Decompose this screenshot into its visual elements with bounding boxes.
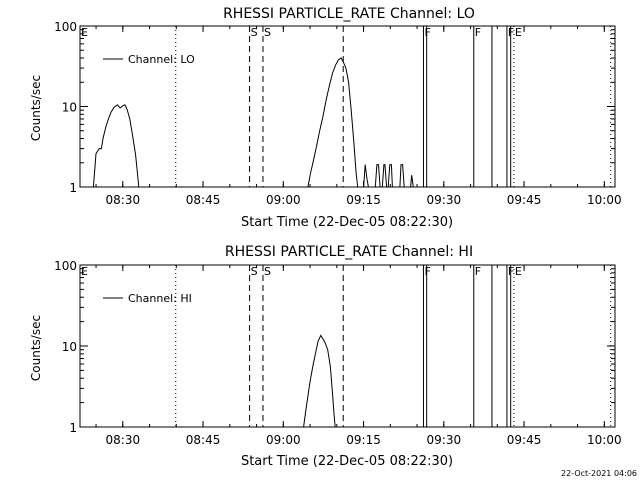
x-tick-labels: 08:30 08:45 09:00 09:15 09:30 09:45 10:00 — [106, 193, 622, 207]
axis-ticks — [80, 25, 615, 188]
y-tick-label: 10 — [62, 340, 77, 354]
y-tick-labels: 1 10 100 — [54, 20, 77, 195]
event-markers: ESSFFFE — [81, 265, 612, 427]
event-marker-label: E — [81, 265, 88, 278]
event-marker-label: F — [424, 26, 430, 39]
axis-ticks — [80, 264, 615, 428]
event-marker-label: S — [251, 265, 258, 278]
y-tick-labels: 1 10 100 — [54, 259, 77, 435]
x-axis-label: Start Time (22-Dec-05 08:22:30) — [241, 215, 453, 230]
event-markers: ESSFFFE — [81, 26, 612, 187]
y-tick-label: 10 — [62, 101, 77, 115]
x-tick-label: 10:00 — [587, 193, 622, 207]
series-channel-lo — [92, 57, 414, 188]
plot-frame — [79, 264, 616, 428]
series-segment — [303, 334, 336, 428]
legend: Channel: LO — [103, 53, 195, 66]
x-tick-label: 08:45 — [186, 193, 221, 207]
y-tick-label: 100 — [54, 20, 77, 34]
legend-label: Channel: HI — [128, 292, 192, 305]
plot-frame — [79, 25, 616, 188]
series-segment — [399, 164, 405, 188]
y-tick-label: 100 — [54, 259, 77, 273]
x-tick-label: 09:30 — [427, 193, 462, 207]
event-marker-label: F — [475, 26, 481, 39]
event-marker-label: S — [264, 265, 271, 278]
x-tick-label: 09:00 — [266, 193, 301, 207]
event-marker-label: E — [81, 26, 88, 39]
y-tick-label: 1 — [69, 421, 77, 435]
x-tick-label: 09:15 — [346, 193, 381, 207]
y-axis-label: Counts/sec — [29, 315, 43, 381]
x-tick-label: 08:30 — [106, 433, 141, 447]
x-tick-label: 09:30 — [427, 433, 462, 447]
panel-lo: RHESSI PARTICLE_RATE Channel: LO Counts/… — [29, 6, 622, 230]
series-segment — [387, 164, 393, 188]
x-tick-label: 08:45 — [186, 433, 221, 447]
chart-title: RHESSI PARTICLE_RATE Channel: HI — [225, 244, 473, 260]
series-segment — [381, 164, 388, 188]
y-tick-label: 1 — [69, 181, 77, 195]
x-tick-label: 08:30 — [106, 193, 141, 207]
chart-title: RHESSI PARTICLE_RATE Channel: LO — [223, 6, 475, 22]
event-marker-label: E — [515, 26, 522, 39]
x-axis-label: Start Time (22-Dec-05 08:22:30) — [241, 454, 453, 469]
series-segment — [363, 164, 369, 188]
footer-timestamp: 22-Oct-2021 04:06 — [561, 469, 637, 478]
event-marker-label: F — [475, 265, 481, 278]
panel-hi: RHESSI PARTICLE_RATE Channel: HI Counts/… — [29, 244, 622, 469]
event-marker-label: F — [424, 265, 430, 278]
series-segment — [92, 104, 140, 188]
legend: Channel: HI — [103, 292, 192, 305]
series-segment — [410, 175, 414, 188]
series-segment — [374, 164, 381, 188]
x-tick-label: 09:45 — [507, 193, 542, 207]
x-tick-label: 09:45 — [507, 433, 542, 447]
event-marker-label: E — [515, 265, 522, 278]
x-tick-label: 10:00 — [587, 433, 622, 447]
y-axis-label: Counts/sec — [29, 75, 43, 141]
series-channel-hi — [303, 334, 336, 428]
series-segment — [307, 57, 359, 188]
x-tick-label: 09:15 — [346, 433, 381, 447]
event-marker-label: S — [264, 26, 271, 39]
x-tick-labels: 08:30 08:45 09:00 09:15 09:30 09:45 10:00 — [106, 433, 622, 447]
legend-label: Channel: LO — [128, 53, 195, 66]
event-marker-label: S — [251, 26, 258, 39]
x-tick-label: 09:00 — [266, 433, 301, 447]
